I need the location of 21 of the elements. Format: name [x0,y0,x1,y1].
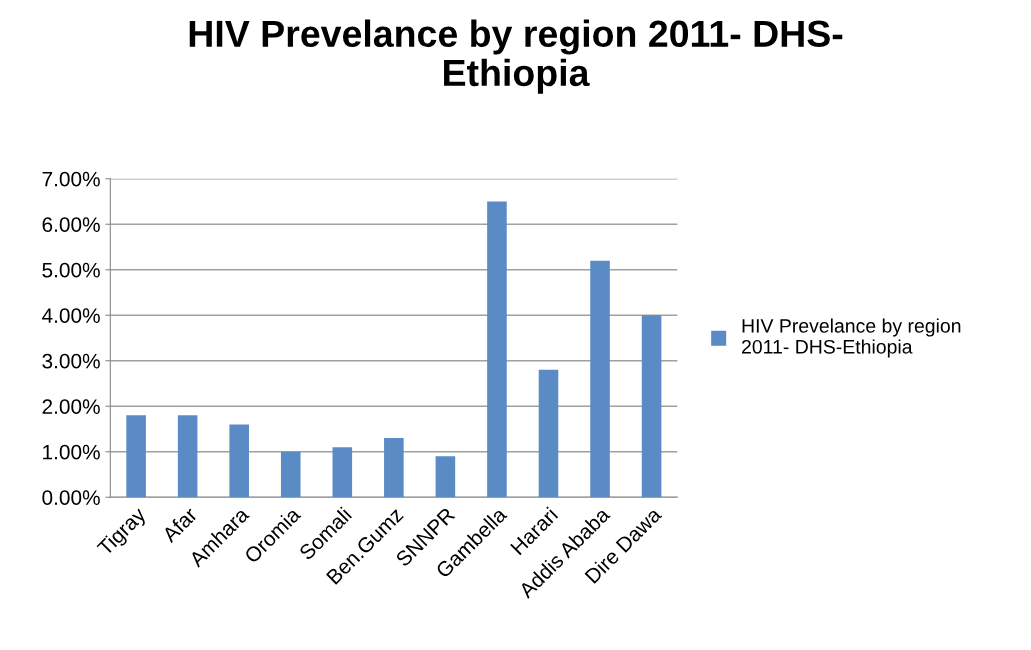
chart-title: HIV Prevelance by region 2011- DHS- Ethiopia [189,19,843,94]
bar [487,201,507,498]
y-tick-label: 2.00% [42,399,100,414]
y-tick-label: 3.00% [42,353,100,369]
y-tick-label: 4.00% [42,308,100,323]
bar [384,438,404,498]
y-tick-label: 0.00% [42,490,100,505]
y-tick-label: 6.00% [42,217,100,232]
y-tick-label: 1.00% [43,444,100,460]
bar [538,369,559,498]
legend-label: HIV Prevelance by region 2011- DHS-Ethiopia [742,318,961,358]
bar [435,456,456,498]
y-tick-label: 7.00% [42,171,100,187]
bar [126,415,146,498]
bar [280,451,301,498]
bar [229,424,249,498]
bar [590,260,610,498]
y-tick-label: 5.00% [42,262,100,278]
bar [641,315,662,498]
bar [177,415,198,498]
bar [332,447,353,498]
